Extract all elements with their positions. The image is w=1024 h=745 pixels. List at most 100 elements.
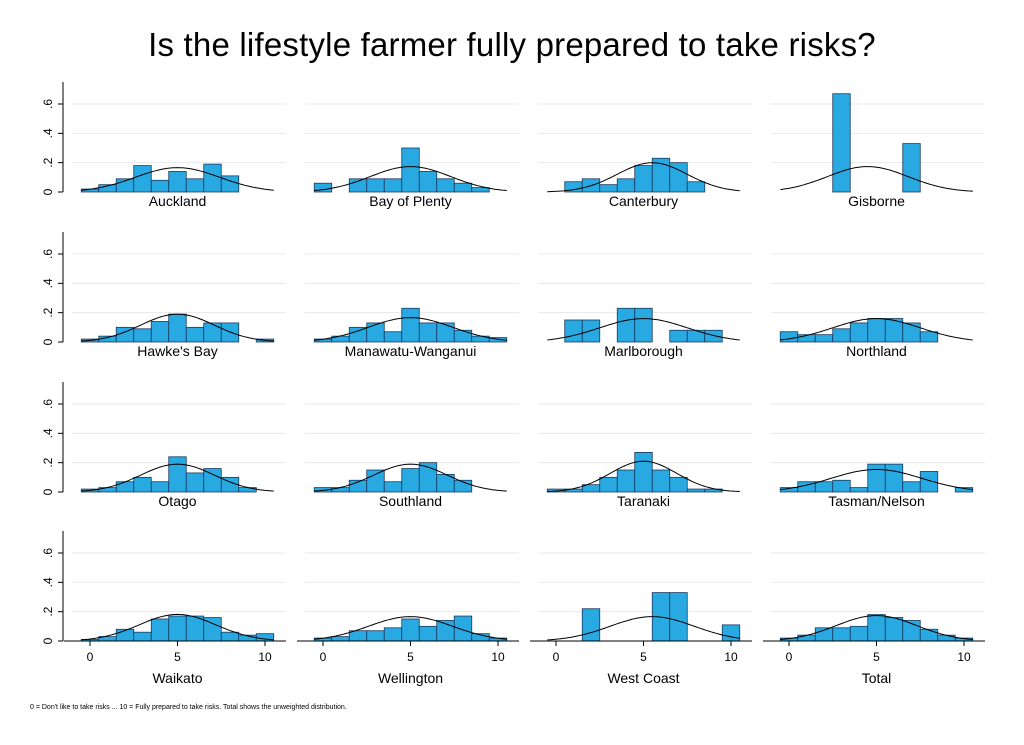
histogram-bar <box>849 625 869 642</box>
histogram-bar <box>867 463 886 493</box>
histogram-bar <box>797 634 816 642</box>
panel-label: Hawke's Bay <box>137 343 217 359</box>
histogram-bar <box>669 592 688 642</box>
histogram-bar <box>884 617 904 642</box>
panel-label: Otago <box>158 493 196 509</box>
histogram-bar <box>686 488 706 493</box>
normal-curve <box>780 469 973 491</box>
y-tick-label: .6 <box>41 548 55 558</box>
panel-label: Bay of Plenty <box>369 193 452 209</box>
y-tick-label: .4 <box>41 577 55 587</box>
normal-curve <box>547 318 740 341</box>
x-tick-label: 0 <box>87 650 94 664</box>
histogram-bar <box>651 469 671 493</box>
normal-curve <box>547 460 740 492</box>
panel-label: Taranaki <box>617 493 670 509</box>
histogram-bar <box>616 469 636 493</box>
histogram-bar <box>331 636 350 642</box>
histogram-bar <box>616 178 636 193</box>
normal-curve <box>81 613 274 641</box>
histogram-bar <box>832 479 851 493</box>
normal-curve <box>81 313 274 342</box>
histogram-bar <box>686 181 706 193</box>
x-tick-label: 5 <box>174 650 181 664</box>
panel-label: Tasman/Nelson <box>828 493 925 509</box>
histogram-bar <box>366 630 385 642</box>
histogram-bar <box>150 321 170 343</box>
y-tick-label: .4 <box>41 278 55 288</box>
y-tick-label: .6 <box>41 99 55 109</box>
histogram-bar <box>150 481 170 493</box>
histogram-bar <box>401 147 420 193</box>
histogram-bar <box>313 182 333 193</box>
panel-label: Waikato <box>152 670 202 686</box>
histogram-bar <box>919 628 939 642</box>
x-tick-label: 10 <box>724 650 738 664</box>
normal-curve <box>314 317 507 341</box>
x-tick-label: 0 <box>320 650 327 664</box>
histogram-bar <box>348 326 368 343</box>
panel-label: Northland <box>846 343 907 359</box>
y-tick-label: 0 <box>41 188 55 195</box>
normal-curve <box>547 162 740 193</box>
normal-curve <box>780 166 973 192</box>
histogram-bar <box>436 178 455 193</box>
histogram-bar <box>902 322 921 343</box>
x-tick-label: 10 <box>258 650 272 664</box>
histogram-bar <box>902 481 921 493</box>
histogram-bar <box>919 331 939 343</box>
histogram-bar <box>669 476 688 493</box>
histogram-bar <box>779 331 799 343</box>
x-tick-label: 10 <box>491 650 505 664</box>
histogram-bar <box>849 487 869 493</box>
footnote: 0 = Don't like to take risks ... 10 = Fu… <box>30 704 347 711</box>
histogram-bar <box>133 165 152 193</box>
y-tick-label: 0 <box>41 637 55 644</box>
normal-curve <box>81 167 274 191</box>
histogram-bar <box>669 162 688 193</box>
y-tick-label: .2 <box>41 457 55 467</box>
x-tick-label: 5 <box>640 650 647 664</box>
x-tick-label: 0 <box>786 650 793 664</box>
histogram-bar <box>867 318 886 343</box>
histogram-bar <box>366 469 385 493</box>
histogram-bar <box>383 481 403 493</box>
histogram-bar <box>133 476 152 493</box>
chart-title: Is the lifestyle farmer fully prepared t… <box>148 26 876 63</box>
histogram-bar <box>203 163 222 193</box>
panel-label: Marlborough <box>604 343 683 359</box>
panel-label: Total <box>862 670 892 686</box>
histogram-bar <box>383 331 403 343</box>
x-tick-label: 0 <box>553 650 560 664</box>
histogram-bar <box>599 184 618 193</box>
histogram-bar <box>383 627 403 642</box>
normal-curve <box>314 616 507 640</box>
x-tick-label: 5 <box>873 650 880 664</box>
histogram-bar <box>814 481 834 493</box>
histogram-bar <box>168 313 187 343</box>
y-tick-label: .6 <box>41 249 55 259</box>
histogram-bar <box>418 171 438 193</box>
y-tick-label: 0 <box>41 488 55 495</box>
y-tick-label: .4 <box>41 428 55 438</box>
histogram-bar <box>418 625 438 642</box>
y-tick-label: .2 <box>41 606 55 616</box>
histogram-bar <box>453 479 473 493</box>
panel-label: Southland <box>379 493 442 509</box>
panel-label: Gisborne <box>848 193 905 209</box>
x-tick-label: 10 <box>957 650 971 664</box>
histogram-bar <box>453 182 473 193</box>
histogram-bar <box>168 615 187 642</box>
histogram-bar <box>669 329 688 343</box>
y-tick-label: .2 <box>41 157 55 167</box>
histogram-bar <box>704 329 723 343</box>
panel-label: West Coast <box>607 670 679 686</box>
histogram-bar <box>564 319 583 343</box>
histogram-bar <box>185 178 205 193</box>
normal-curve <box>314 463 507 492</box>
normal-curve <box>547 616 740 641</box>
histogram-bar <box>203 322 222 343</box>
histogram-bar <box>203 468 222 493</box>
histogram-bar <box>634 451 653 493</box>
histogram-bar <box>185 615 205 642</box>
